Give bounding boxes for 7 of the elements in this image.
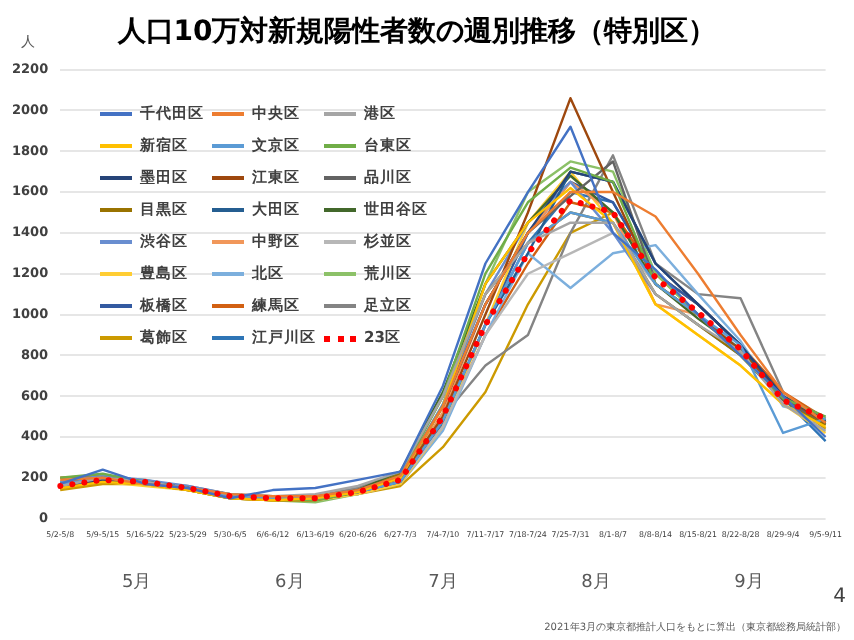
chart-title: 人口10万対新規陽性者数の週別推移（特別区） — [115, 14, 717, 49]
text: 5月 — [121, 572, 152, 593]
text: 8月 — [581, 572, 611, 593]
text: 4 — [833, 586, 846, 608]
text: 6月 — [275, 572, 305, 593]
text: 9月 — [734, 572, 764, 593]
text: 7月 — [428, 572, 458, 593]
